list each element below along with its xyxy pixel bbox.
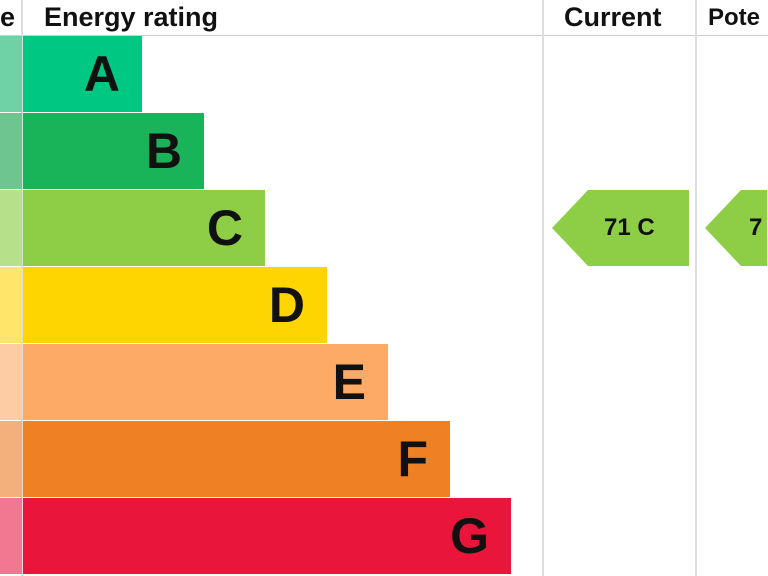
energy-rating-header: Energy rating (44, 2, 219, 32)
rating-letter: F (397, 431, 428, 487)
score-cell-g (0, 498, 22, 574)
rating-letter: C (206, 200, 243, 256)
score-cell-a (0, 36, 22, 112)
rating-bar-d: D (23, 267, 327, 343)
column-divider (695, 0, 697, 576)
rating-letter: B (145, 123, 182, 179)
column-divider (21, 0, 23, 576)
column-divider (542, 0, 544, 576)
potential-rating-label: 7 (749, 214, 763, 241)
potential-header: Pote (708, 4, 761, 31)
rating-letter: D (268, 277, 305, 333)
rating-bar-b: B (23, 113, 204, 189)
header-divider (0, 35, 768, 36)
current-header: Current (564, 2, 662, 32)
score-cell-d (0, 267, 22, 343)
rating-letter: G (450, 508, 489, 564)
rating-letter: E (332, 354, 366, 410)
rating-bar-a: A (23, 36, 142, 112)
rating-bar-g: G (23, 498, 511, 574)
score-cell-e (0, 344, 22, 420)
score-cell-b (0, 113, 22, 189)
rating-letter: A (83, 46, 120, 102)
rating-bar-c: C (23, 190, 265, 266)
score-header: e (0, 2, 16, 32)
rating-bar-e: E (23, 344, 388, 420)
potential-rating-arrow: 7 (705, 190, 767, 266)
score-cell-f (0, 421, 22, 497)
score-cell-c (0, 190, 22, 266)
current-rating-arrow: 71 C (552, 190, 689, 266)
current-rating-label: 71 C (604, 214, 655, 241)
rating-bar-f: F (23, 421, 450, 497)
